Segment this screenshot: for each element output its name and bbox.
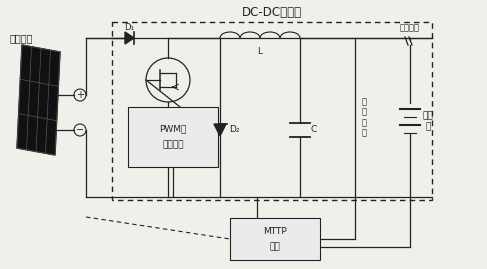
Text: DC-DC变换器: DC-DC变换器 (242, 6, 302, 19)
Text: 控制电路: 控制电路 (162, 140, 184, 150)
Text: L: L (258, 47, 262, 55)
Text: 太阳电池: 太阳电池 (10, 33, 34, 43)
Text: D₁: D₁ (124, 23, 134, 33)
Text: MTTP: MTTP (263, 226, 287, 235)
Text: C: C (311, 126, 317, 134)
Polygon shape (125, 32, 134, 44)
Text: PWM门: PWM门 (159, 125, 187, 133)
Bar (230, 218, 320, 260)
Text: 电流检出: 电流检出 (400, 23, 420, 33)
Text: 蓄电
池: 蓄电 池 (423, 111, 433, 131)
Polygon shape (214, 124, 226, 136)
Text: +: + (76, 90, 84, 100)
Bar (128, 107, 218, 167)
Text: 电
压
检
出: 电 压 检 出 (361, 97, 367, 138)
Text: D₂: D₂ (229, 126, 239, 134)
Polygon shape (17, 45, 60, 155)
Bar (112, 22, 432, 200)
Text: 电路: 电路 (270, 242, 281, 252)
Text: −: − (76, 125, 84, 135)
